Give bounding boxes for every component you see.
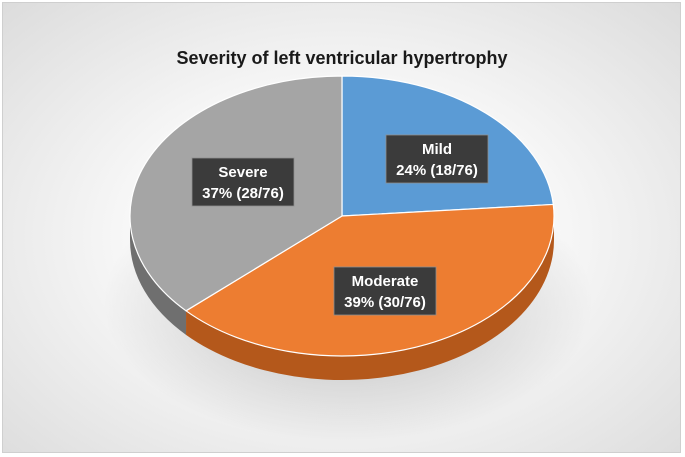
slice-label-value: 39% (30/76) <box>344 294 426 311</box>
slice-label-name: Severe <box>218 164 267 181</box>
slice-side-severe <box>130 216 187 335</box>
data-label-moderate: Moderate 39% (30/76) <box>333 266 437 316</box>
data-label-box <box>333 266 437 316</box>
slice-label-value: 37% (28/76) <box>202 185 284 202</box>
pie-labels: Mild 24% (18/76) Moderate 39% (30/76) Severe… <box>191 134 489 316</box>
data-label-mild: Mild 24% (18/76) <box>385 134 489 184</box>
pie-chart: Severity of left ventricular hypertrophy… <box>103 48 593 443</box>
data-label-box <box>385 134 489 184</box>
data-label-severe: Severe 37% (28/76) <box>191 157 295 207</box>
chart-title: Severity of left ventricular hypertrophy <box>176 48 507 68</box>
slice-side-moderate <box>186 216 554 380</box>
chart-area: Severity of left ventricular hypertrophy… <box>2 2 681 453</box>
pie-depth <box>130 216 554 380</box>
slice-label-value: 24% (18/76) <box>396 162 478 179</box>
slice-label-name: Moderate <box>352 273 419 290</box>
data-label-box <box>191 157 295 207</box>
slice-label-name: Mild <box>422 141 452 158</box>
